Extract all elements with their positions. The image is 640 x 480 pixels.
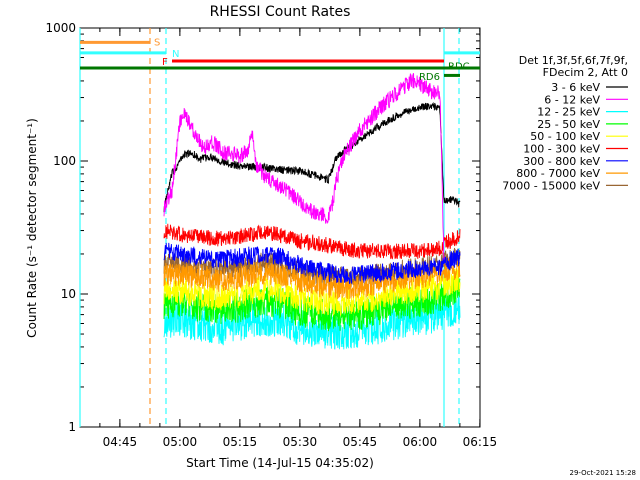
series-line	[163, 223, 461, 260]
y-tick-label: 1000	[45, 21, 76, 35]
legend-entry-label: 100 - 300 keV	[523, 143, 600, 156]
state-bar-label: RDC	[448, 61, 470, 72]
state-bar-label: N	[172, 49, 179, 60]
x-tick-label: 04:45	[103, 435, 138, 449]
series-line	[163, 101, 461, 213]
series-line	[163, 257, 461, 300]
y-axis-label: Count Rate (s⁻¹ detector segment⁻¹)	[25, 118, 39, 338]
legend-entry-label: 7000 - 15000 keV	[502, 179, 600, 192]
legend-entry-label: 6 - 12 keV	[544, 93, 600, 106]
state-bar-label: RD6	[419, 72, 440, 83]
legend-entry-label: 12 - 25 keV	[537, 106, 600, 119]
legend-entry-label: 50 - 100 keV	[530, 130, 600, 143]
y-tick-label: 1	[68, 420, 76, 434]
x-tick-label: 05:15	[223, 435, 258, 449]
x-tick-label: 05:45	[343, 435, 378, 449]
legend-header-line: Det 1f,3f,5f,6f,7f,9f,	[519, 54, 628, 67]
x-tick-label: 06:00	[403, 435, 438, 449]
y-tick-label: 10	[61, 287, 76, 301]
legend-entry-label: 300 - 800 keV	[523, 155, 600, 168]
legend-header-line: FDecim 2, Att 0	[543, 66, 628, 79]
legend-entry-label: 3 - 6 keV	[551, 81, 600, 94]
timestamp: 29-Oct-2021 15:28	[570, 469, 636, 477]
x-tick-label: 05:30	[283, 435, 318, 449]
state-bar-label: F	[162, 57, 168, 68]
chart-title: RHESSI Count Rates	[210, 4, 351, 20]
state-bar-label: S	[154, 37, 160, 48]
y-tick-label: 100	[53, 154, 76, 168]
state-bars: S NF RD6 RDC	[80, 37, 480, 83]
instrument-state-lines	[79, 28, 460, 427]
series-line	[163, 72, 445, 260]
series-line	[163, 288, 461, 350]
x-tick-label: 06:15	[463, 435, 498, 449]
series-line	[163, 242, 461, 284]
x-tick-label: 05:00	[163, 435, 198, 449]
series-layer	[163, 72, 461, 350]
x-axis-label: Start Time (14-Jul-15 04:35:02)	[186, 456, 374, 470]
series-line	[163, 268, 461, 316]
legend-entry-label: 25 - 50 keV	[537, 118, 600, 131]
legend-entry-label: 800 - 7000 keV	[516, 167, 600, 180]
legend: Det 1f,3f,5f,6f,7f,9f,FDecim 2, Att 0 3 -…	[502, 54, 628, 192]
